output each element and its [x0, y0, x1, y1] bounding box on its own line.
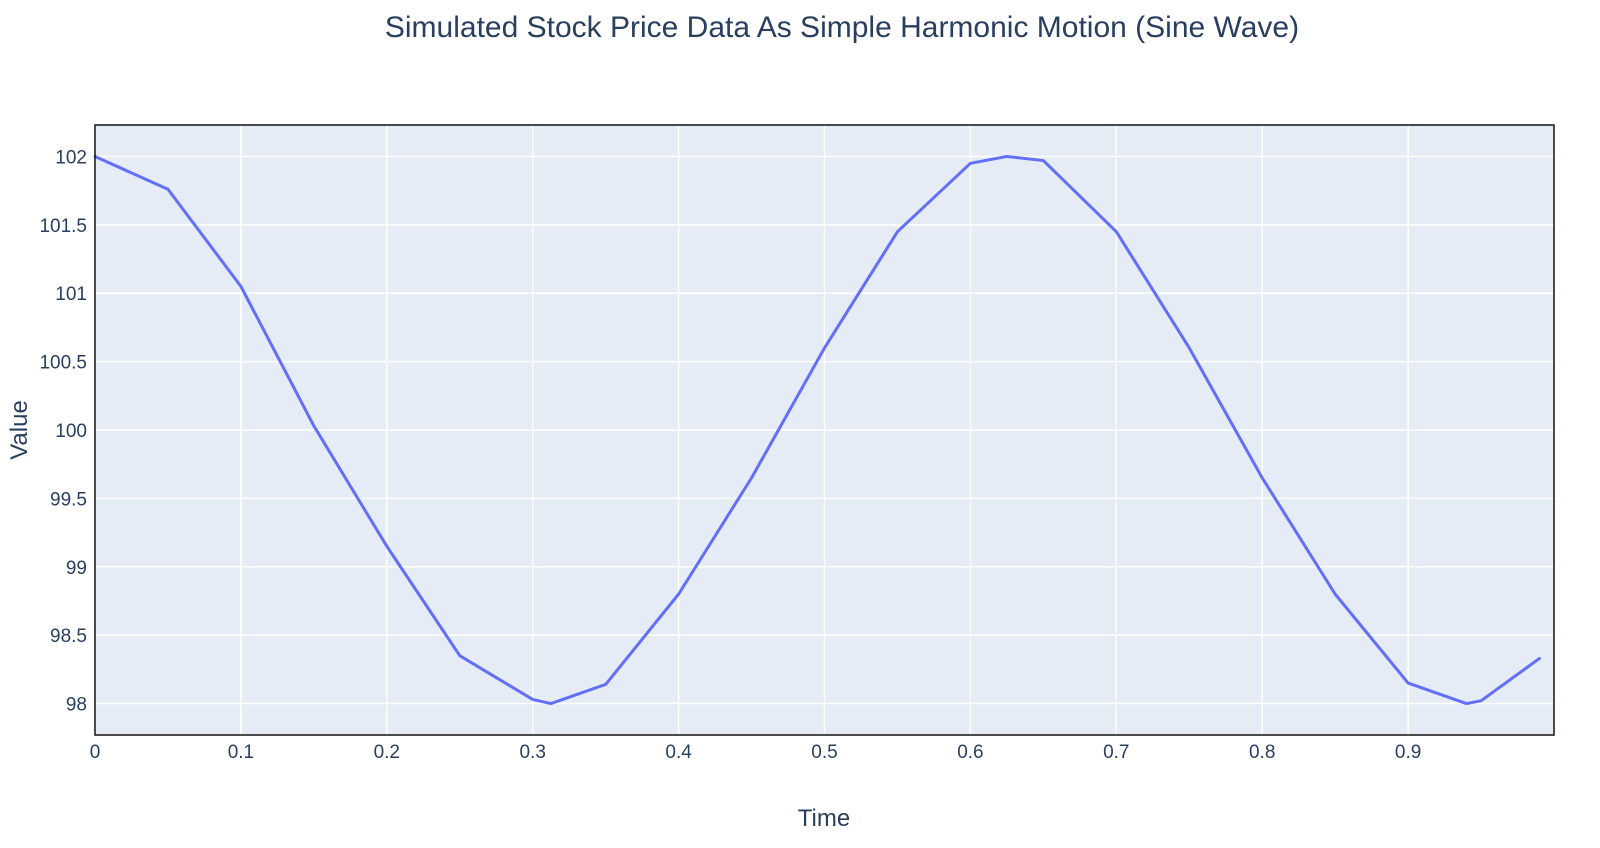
line-point	[750, 477, 752, 479]
line-point	[1480, 700, 1482, 702]
y-tick-label: 101.5	[39, 216, 87, 237]
line-point	[167, 188, 169, 190]
y-tick-label: 100	[55, 421, 87, 442]
y-tick-label: 100.5	[39, 353, 87, 374]
line-point	[1188, 347, 1190, 349]
line-point	[1042, 159, 1044, 161]
y-tick-label: 99	[66, 558, 87, 579]
series-line	[93, 154, 1541, 706]
y-tick-label: 101	[55, 284, 87, 305]
line-point	[677, 593, 679, 595]
x-axis-ticks: 0 0.1 0.2 0.3 0.4 0.5 0.6 0.7 0.8 0.9	[90, 742, 1422, 763]
x-axis-title: Time	[798, 805, 850, 832]
plot-frame	[94, 124, 1555, 736]
line-point	[1115, 230, 1117, 232]
line-point	[823, 347, 825, 349]
line-point	[1261, 477, 1263, 479]
y-axis-title: Value	[6, 400, 33, 460]
chart-title: Simulated Stock Price Data As Simple Har…	[385, 11, 1299, 44]
x-tick-label: 0.7	[1103, 742, 1129, 763]
x-tick-label: 0	[90, 742, 101, 763]
line-point	[1006, 155, 1008, 157]
y-tick-label: 99.5	[50, 489, 87, 510]
y-tick-label: 98.5	[50, 626, 87, 647]
line-point	[240, 285, 242, 287]
x-tick-label: 0.2	[374, 742, 400, 763]
x-tick-label: 0.4	[665, 742, 692, 763]
line-point	[532, 698, 534, 700]
line-point	[386, 545, 388, 547]
x-tick-label: 0.1	[228, 742, 254, 763]
line-point	[1465, 702, 1467, 704]
line-point	[313, 425, 315, 427]
line-point	[1538, 657, 1540, 659]
y-tick-label: 102	[55, 147, 87, 168]
x-tick-label: 0.8	[1249, 742, 1275, 763]
series-layer	[93, 154, 1541, 706]
line-point	[1334, 593, 1336, 595]
y-tick-label: 98	[66, 695, 87, 716]
y-axis-ticks: 98 98.5 99 99.5 100 100.5 101 101.5 102	[39, 147, 87, 715]
grid-lines	[94, 125, 1554, 735]
x-tick-label: 0.6	[957, 742, 983, 763]
line-point	[604, 683, 606, 685]
line-point	[459, 654, 461, 656]
x-tick-label: 0.3	[519, 742, 545, 763]
x-tick-label: 0.5	[811, 742, 837, 763]
line-point	[550, 702, 552, 704]
x-tick-label: 0.9	[1395, 742, 1421, 763]
line-point	[1407, 682, 1409, 684]
line-point	[969, 162, 971, 164]
line-point	[896, 230, 898, 232]
